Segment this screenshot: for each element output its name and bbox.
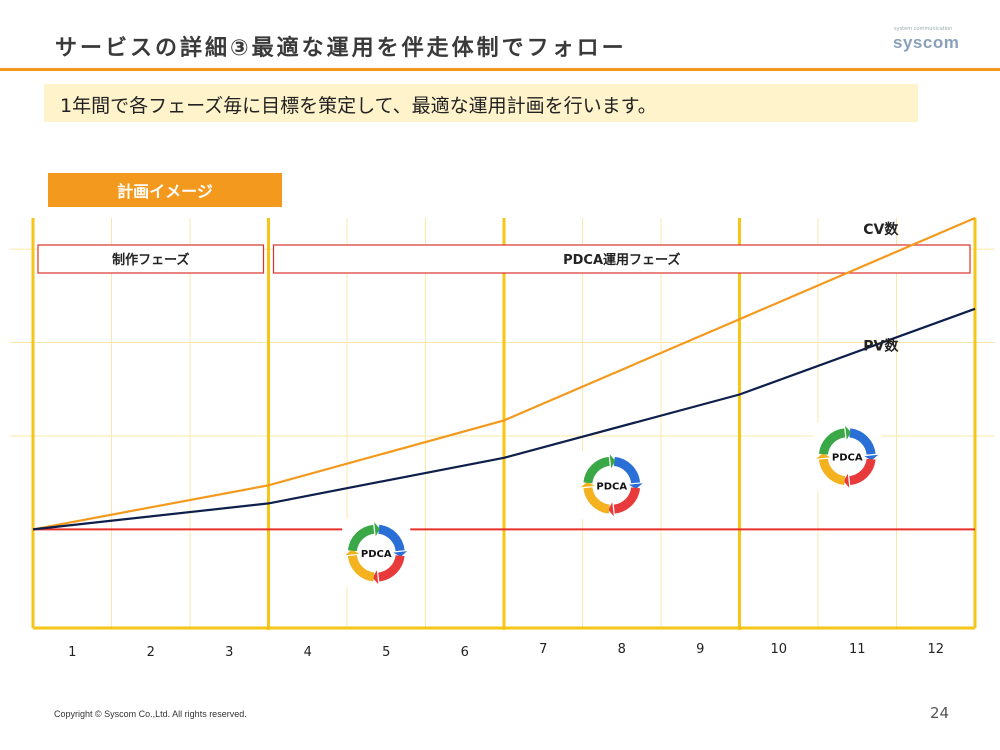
series-labels: CV数 PV数 — [863, 221, 899, 354]
pdca-segment — [583, 456, 611, 484]
pdca-segment — [613, 486, 641, 514]
x-tick-label: 1 — [68, 645, 76, 660]
phase-label: 制作フェーズ — [112, 252, 189, 268]
x-tick-label: 7 — [539, 642, 547, 657]
phase-label: PDCA運用フェーズ — [563, 252, 680, 268]
pdca-arrowhead — [843, 473, 850, 488]
brand-tagline: system communication — [894, 26, 953, 32]
pdca-arrowhead — [864, 454, 879, 461]
pdca-arrowhead — [816, 453, 831, 459]
pdca-arrowhead — [609, 454, 616, 469]
x-tick-label: 2 — [147, 645, 155, 660]
series-line — [32, 216, 976, 531]
pdca-cycle-icon: PDCA — [577, 451, 646, 520]
pdca-arrowhead — [628, 483, 643, 489]
pdca-arrowhead — [580, 481, 595, 488]
pdca-arrowhead — [845, 425, 851, 440]
pdca-segment — [848, 428, 876, 456]
pdca-arrowhead — [345, 549, 360, 556]
pdca-text: PDCA — [596, 481, 627, 492]
pdca-segment — [583, 486, 611, 514]
x-tick-label: 4 — [304, 645, 312, 660]
pdca-segment — [818, 428, 846, 456]
pdca-segment — [613, 456, 641, 484]
lead-box: 1年間で各フェーズ毎に目標を策定して、最適な運用計画を行います。 — [44, 84, 918, 122]
plan-image-label: 計画イメージ — [48, 173, 282, 207]
series-label: PV数 — [863, 337, 899, 354]
brand-logo: syscom — [893, 33, 960, 52]
pdca-cycle-icon: PDCA — [342, 519, 411, 588]
pdca-center — [594, 468, 629, 503]
pdca-text: PDCA — [361, 549, 392, 560]
pdca-cycle-icon: PDCA — [813, 422, 882, 491]
pdca-arrowhead — [393, 551, 408, 557]
x-tick-label: 6 — [461, 645, 469, 660]
pdca-arrowhead — [608, 502, 614, 517]
phase-boxes: 制作フェーズ PDCA運用フェーズ — [37, 244, 971, 274]
pdca-segment — [377, 554, 405, 582]
lead-text: 1年間で各フェーズ毎に目標を策定して、最適な運用計画を行います。 — [60, 95, 657, 117]
series-label: CV数 — [863, 221, 899, 238]
pdca-segment — [347, 524, 375, 552]
phase-box — [37, 244, 265, 274]
x-tick-label: 11 — [849, 642, 866, 657]
pdca-badges: PDCA PDCA PDCA — [342, 422, 882, 588]
pdca-arrowhead — [372, 570, 379, 585]
x-ticks: 1 2 3 4 5 6 7 8 9 10 11 12 — [68, 642, 944, 660]
series-lines — [32, 216, 976, 531]
copyright-footer: Copyright © Syscom Co.,Ltd. All rights r… — [54, 709, 247, 719]
x-tick-label: 9 — [696, 642, 704, 657]
phase-dividers — [31, 218, 977, 630]
pdca-arrowhead — [374, 522, 380, 537]
header-divider — [0, 68, 1000, 71]
x-tick-label: 10 — [770, 642, 787, 657]
pdca-segment — [347, 554, 375, 582]
phase-box — [272, 244, 971, 274]
pdca-center — [359, 536, 394, 571]
slide-title: サービスの詳細③最適な運用を伴走体制でフォロー — [55, 36, 627, 61]
pdca-text: PDCA — [832, 453, 863, 464]
pdca-segment — [377, 524, 405, 552]
x-tick-label: 12 — [927, 642, 944, 657]
pdca-segment — [848, 458, 876, 486]
pdca-center — [830, 439, 865, 474]
x-tick-label: 5 — [382, 645, 390, 660]
pdca-segment — [818, 458, 846, 486]
page-number: 24 — [930, 704, 950, 722]
series-line — [32, 307, 976, 531]
x-tick-label: 8 — [618, 642, 626, 657]
x-tick-label: 3 — [225, 645, 233, 660]
